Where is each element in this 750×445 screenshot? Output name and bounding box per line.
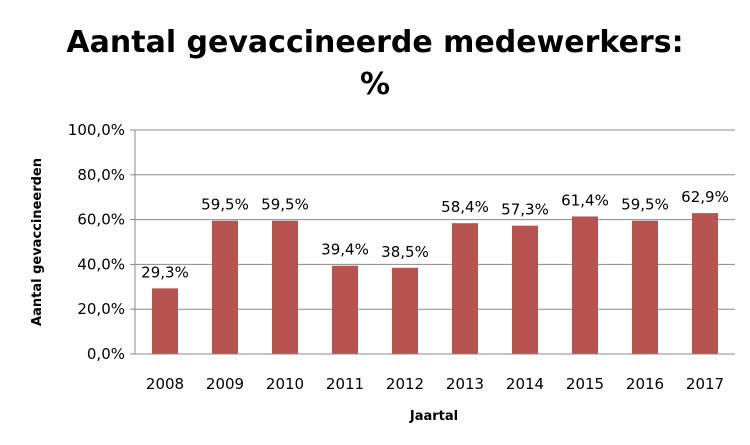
data-label-2008: 29,3% <box>141 263 189 281</box>
y-tick-label: 40,0% <box>77 255 125 273</box>
data-label-2010: 59,5% <box>261 196 309 214</box>
y-tick-label: 0,0% <box>87 345 125 363</box>
x-tick-label-2011: 2011 <box>326 375 364 393</box>
bar-2016 <box>632 220 658 354</box>
x-tick-label-2017: 2017 <box>686 375 724 393</box>
bars: 29,3% 59,5% 59,5% 39,4% 38,5% 58,4% 57,3% 61,4%… <box>141 188 729 354</box>
bar-2011 <box>332 265 358 354</box>
bar-2008 <box>152 288 178 354</box>
bar-2015 <box>572 216 598 354</box>
data-label-2009: 59,5% <box>201 196 249 214</box>
y-tick-label: 60,0% <box>77 211 125 229</box>
bar-2017 <box>692 213 718 354</box>
chart-title-line-2: % <box>359 67 391 102</box>
y-tick-label: 20,0% <box>77 300 125 318</box>
y-tick-label: 80,0% <box>77 166 125 184</box>
bar-2012 <box>392 267 418 354</box>
chart-title-line-1: Aantal gevaccineerde medewerkers: <box>66 25 684 60</box>
y-tick-label: 100,0% <box>68 121 125 139</box>
x-axis-title: Jaartal <box>409 409 458 424</box>
chart-title: Aantal gevaccineerde medewerkers: % <box>0 22 750 106</box>
x-tick-label-2015: 2015 <box>566 375 604 393</box>
data-label-2012: 38,5% <box>381 243 429 261</box>
bar-2009 <box>212 220 238 354</box>
data-label-2011: 39,4% <box>321 241 369 259</box>
x-tick-label-2012: 2012 <box>386 375 424 393</box>
bar-2014 <box>512 225 538 354</box>
axes: 0,0% 20,0% 40,0% 60,0% 80,0% 100,0% 2008 2009 20… <box>68 121 735 393</box>
x-tick-label-2009: 2009 <box>206 375 244 393</box>
y-axis-title: Aantal gevaccineerden <box>30 158 45 326</box>
x-tick-label-2008: 2008 <box>146 375 184 393</box>
data-label-2013: 58,4% <box>441 198 489 216</box>
data-label-2017: 62,9% <box>681 188 729 206</box>
x-tick-label-2016: 2016 <box>626 375 664 393</box>
data-label-2015: 61,4% <box>561 191 609 209</box>
bar-2013 <box>452 223 478 354</box>
x-tick-label-2013: 2013 <box>446 375 484 393</box>
bar-2010 <box>272 220 298 354</box>
data-label-2016: 59,5% <box>621 196 669 214</box>
x-tick-label-2010: 2010 <box>266 375 304 393</box>
x-tick-label-2014: 2014 <box>506 375 544 393</box>
data-label-2014: 57,3% <box>501 201 549 219</box>
